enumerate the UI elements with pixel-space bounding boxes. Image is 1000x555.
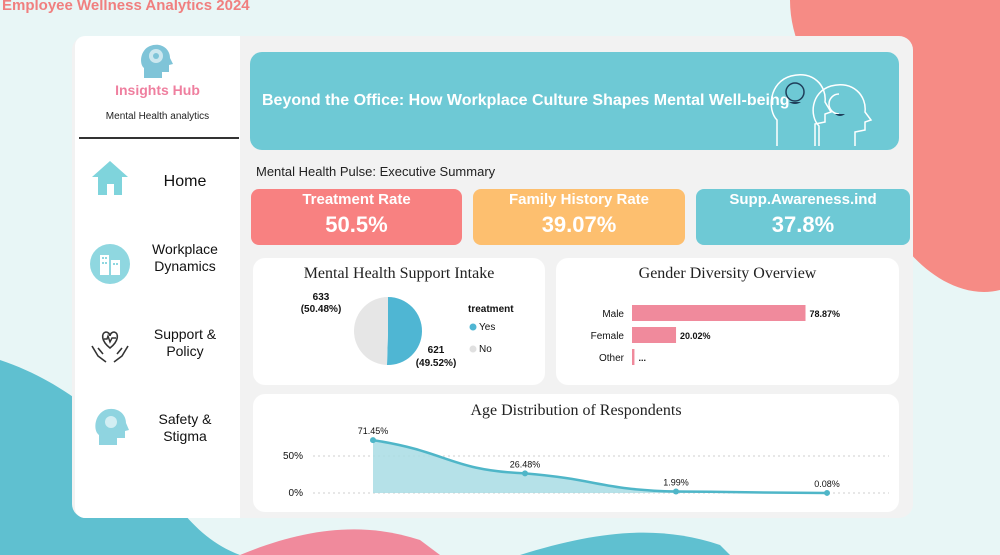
banner-title: Beyond the Office: How Workplace Culture… xyxy=(262,92,790,109)
kpi-label: Family History Rate xyxy=(508,191,650,208)
nav-item-support-policy[interactable]: Support & Policy xyxy=(75,316,240,386)
chart-title: Gender Diversity Overview xyxy=(638,265,817,282)
bar-female xyxy=(632,327,677,343)
heads-illustration-icon xyxy=(770,73,873,146)
nav-item-workplace-dynamics[interactable]: Workplace Dynamics xyxy=(75,231,240,301)
kpi-label: Supp.Awareness.ind xyxy=(729,191,877,208)
kpi-value: 39.07% xyxy=(541,212,617,237)
legend-swatch-yes xyxy=(469,323,477,331)
support-intake-card: Mental Health Support Intake 633 (50.48%… xyxy=(253,258,545,385)
nav-label: Home xyxy=(163,173,207,190)
sidebar: Insights Hub Mental Health analytics Hom… xyxy=(75,36,240,518)
data-point xyxy=(673,488,679,495)
kpi-value: 37.8% xyxy=(771,212,835,237)
head-profile-icon xyxy=(95,408,129,445)
pie-chart: 633 (50.48%) 621 (49.52%) treatment Yes … xyxy=(301,292,515,369)
nav-label: Workplace Dynamics xyxy=(152,241,218,274)
chart-title: Age Distribution of Respondents xyxy=(470,402,682,419)
data-point xyxy=(370,437,376,444)
pie-slice-no xyxy=(354,297,388,365)
legend-label-no: No xyxy=(479,344,492,355)
main-content: Beyond the Office: How Workplace Culture… xyxy=(240,36,913,518)
legend-title: treatment xyxy=(468,304,514,315)
y-tick-label: 50% xyxy=(283,451,303,462)
page-title: Employee Wellness Analytics 2024 xyxy=(2,0,250,14)
bar-category-label: Male xyxy=(602,309,624,320)
divider xyxy=(79,137,239,139)
data-point xyxy=(824,489,830,496)
data-label: 71.45% xyxy=(358,426,389,436)
bar-value-label: 20.02% xyxy=(680,331,711,341)
section-title: Mental Health Pulse: Executive Summary xyxy=(256,164,496,179)
brand-name: Insights Hub xyxy=(115,82,200,98)
age-area-chart: 50% 0% 71.45% 26.48% 1.99% 0.08% xyxy=(283,426,889,499)
data-label: 0.08% xyxy=(814,479,840,489)
brain-head-logo-icon xyxy=(141,44,173,78)
kpi-label: Treatment Rate xyxy=(302,191,411,208)
brand-subtitle: Mental Health analytics xyxy=(105,111,210,122)
y-tick-label: 0% xyxy=(289,488,304,499)
office-building-icon xyxy=(90,244,130,284)
chart-title: Mental Health Support Intake xyxy=(303,265,495,282)
home-icon xyxy=(92,161,128,195)
bar-category-label: Female xyxy=(591,331,625,342)
gender-diversity-card: Gender Diversity Overview Male 78.87% Fema… xyxy=(556,258,899,385)
kpi-value: 50.5% xyxy=(325,212,388,237)
data-label: 1.99% xyxy=(663,478,689,488)
area-line xyxy=(372,438,828,495)
bar-category-label: Other xyxy=(599,353,625,364)
area-fill xyxy=(373,440,827,493)
nav-item-safety-stigma[interactable]: Safety & Stigma xyxy=(75,401,240,471)
age-distribution-card: Age Distribution of Respondents 50% 0% 71.… xyxy=(253,394,899,512)
pie-slice-yes xyxy=(386,297,423,365)
kpi-card-treatment-rate: Treatment Rate 50.5% xyxy=(251,189,462,245)
pie-label-no-count: 621 xyxy=(428,345,445,356)
nav-item-home[interactable]: Home xyxy=(75,151,240,221)
pie-label-yes-count: 633 xyxy=(313,292,330,303)
nav-label: Safety & Stigma xyxy=(158,411,212,444)
legend-label-yes: Yes xyxy=(479,322,495,333)
pie-label-yes-pct: (50.48%) xyxy=(301,304,342,315)
bar-value-label: 78.87% xyxy=(810,309,841,319)
hero-banner: Beyond the Office: How Workplace Culture… xyxy=(250,52,899,150)
nav-label: Support & Policy xyxy=(153,326,217,359)
data-label: 26.48% xyxy=(510,459,541,469)
bar-other xyxy=(632,349,635,365)
legend-swatch-no xyxy=(469,345,477,353)
data-point xyxy=(522,470,528,477)
pie-label-no-pct: (49.52%) xyxy=(416,358,457,369)
gender-bar-chart: Male 78.87% Female 20.02% Other... xyxy=(591,305,841,365)
bar-male xyxy=(632,305,806,321)
heart-hands-icon xyxy=(91,331,129,363)
kpi-card-family-history: Family History Rate 39.07% xyxy=(473,189,685,245)
kpi-card-support-awareness: Supp.Awareness.ind 37.8% xyxy=(696,189,910,245)
bar-value-label: ... xyxy=(638,353,646,363)
